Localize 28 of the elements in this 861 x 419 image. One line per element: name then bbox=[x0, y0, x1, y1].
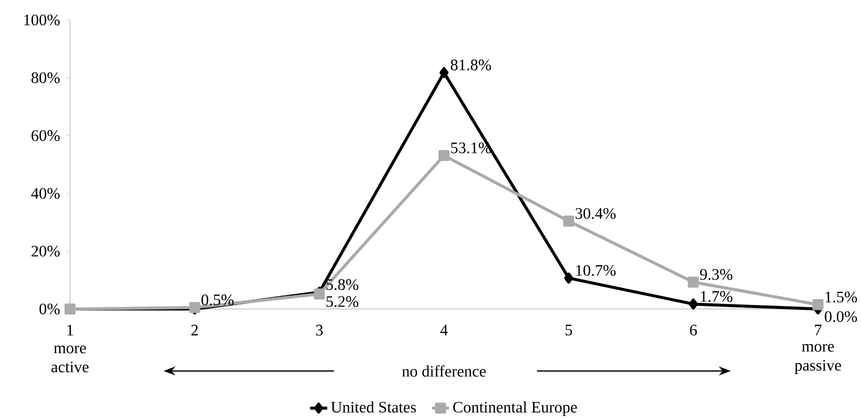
y-tick-label: 80% bbox=[31, 72, 60, 84]
data-label: 5.8% bbox=[326, 279, 358, 290]
legend-label: United States bbox=[331, 401, 416, 413]
data-label: 0.5% bbox=[201, 294, 234, 306]
text: no difference bbox=[402, 365, 486, 377]
x-tick-label: 2 bbox=[191, 324, 198, 336]
data-label: 1.7% bbox=[700, 291, 732, 302]
x-tick-label: 3 bbox=[316, 324, 323, 336]
x-tick-label: 6 bbox=[690, 324, 697, 336]
text: more active bbox=[51, 346, 89, 372]
x-tick-label: 4 bbox=[440, 324, 448, 336]
y-tick-label: 20% bbox=[32, 246, 60, 257]
text: more passive bbox=[794, 344, 841, 374]
y-tick-label: 0% bbox=[39, 304, 60, 314]
y-tick-label: 100% bbox=[24, 14, 60, 26]
y-tick-label: 60% bbox=[32, 130, 60, 142]
data-label: 10.7% bbox=[576, 265, 616, 276]
data-label: 5.2% bbox=[326, 296, 358, 308]
data-label: 9.3% bbox=[700, 269, 732, 280]
y-tick-label: 40% bbox=[31, 188, 60, 199]
x-tick-label: 1 bbox=[67, 324, 74, 336]
data-label: 1.5% bbox=[826, 292, 857, 302]
data-label: 0.0% bbox=[824, 311, 857, 322]
x-tick-label: 5 bbox=[566, 324, 572, 336]
data-label: 81.8% bbox=[450, 60, 491, 70]
legend-label: Continental Europe bbox=[453, 401, 577, 416]
x-tick-label: 7 bbox=[815, 324, 822, 336]
data-label: 30.4% bbox=[576, 208, 616, 219]
